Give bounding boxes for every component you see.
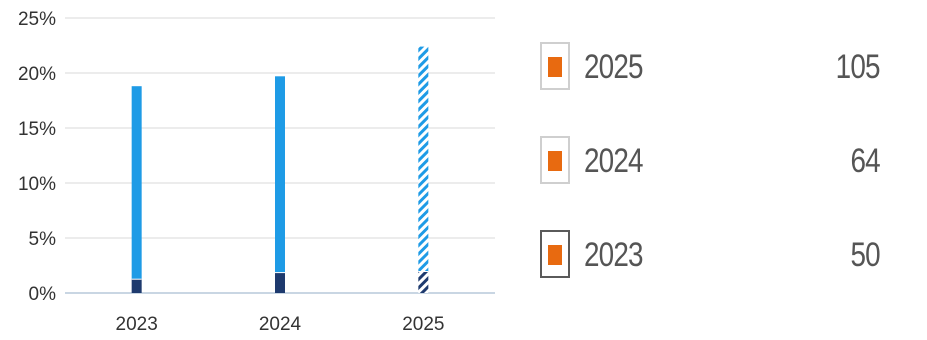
legend-swatch [540,42,570,90]
y-tick-label: 25% [18,9,56,30]
legend-swatch-fill [548,245,562,265]
bar-segment[interactable] [131,278,142,293]
y-tick-label: 15% [18,119,56,140]
legend-item[interactable]: 2024 64 [530,136,920,188]
legend-value: 50 [850,236,881,274]
y-tick-label: 0% [29,284,57,305]
chart-area: 0% 5% 10% 15% 20% 25% 2023 2024 2025 [18,9,495,335]
x-tick-label: 2023 [116,314,158,335]
legend-item[interactable]: 2025 105 [530,42,920,94]
y-tick-label: 5% [29,229,57,250]
legend-label: 2025 [584,48,644,86]
bar-segment[interactable] [275,272,285,293]
legend-value: 64 [850,142,881,180]
bar-segment[interactable] [418,271,429,293]
bar-chart: 0% 5% 10% 15% 20% 25% 2023 2024 2025 [18,9,495,335]
legend-item[interactable]: 2023 50 [530,230,920,282]
legend-value: 105 [835,48,881,86]
y-tick-label: 10% [18,174,56,195]
legend-label: 2023 [584,236,644,274]
legend-swatch-fill [548,151,562,171]
legend-label: 2024 [584,142,644,180]
legend-swatch-fill [548,57,562,77]
bar-segment[interactable] [418,46,429,271]
bar-segment[interactable] [275,76,285,273]
legend-swatch [540,230,570,278]
legend-swatch [540,136,570,184]
x-tick-label: 2025 [402,314,444,335]
x-tick-label: 2024 [259,314,302,335]
legend: 2025 105 2024 64 2023 50 [530,0,920,340]
y-tick-label: 20% [18,64,56,85]
bar-segment[interactable] [131,86,142,279]
